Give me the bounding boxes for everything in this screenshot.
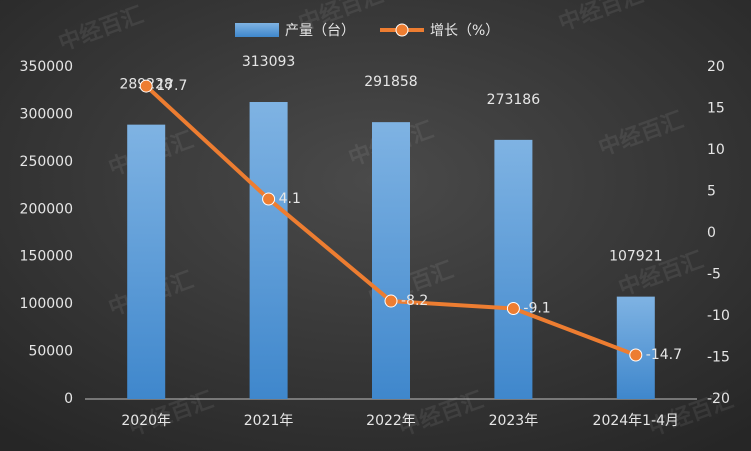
x-tick-label: 2020年 <box>121 413 171 429</box>
bar <box>372 122 410 399</box>
x-tick-label: 2022年 <box>366 413 416 429</box>
x-tick-label: 2024年1-4月 <box>593 413 680 429</box>
line-value-label: 4.1 <box>279 191 301 207</box>
y2-tick-label: 10 <box>707 142 725 158</box>
x-tick-label: 2021年 <box>244 413 294 429</box>
bar-value-label: 273186 <box>487 92 541 108</box>
y2-tick-label: -5 <box>707 267 721 283</box>
y2-tick-label: -20 <box>707 391 730 407</box>
legend-label: 产量（台） <box>285 23 355 39</box>
bar-value-label: 107921 <box>609 249 662 265</box>
bar <box>127 124 166 400</box>
y-tick-label: 250000 <box>20 154 73 170</box>
legend-swatch <box>395 23 409 37</box>
y2-tick-label: 20 <box>707 59 725 75</box>
line-marker <box>384 294 398 308</box>
bar-value-label: 313093 <box>242 54 295 70</box>
y-tick-label: 350000 <box>20 59 73 75</box>
y2-tick-label: 5 <box>707 184 716 200</box>
line-marker <box>506 302 520 316</box>
line-value-label: -9.1 <box>523 301 550 317</box>
y2-tick-label: -10 <box>707 308 730 324</box>
legend-label: 增长（%） <box>430 23 499 39</box>
bar <box>249 102 288 400</box>
y2-tick-label: -15 <box>707 350 730 366</box>
line-value-label: 17.7 <box>156 78 187 94</box>
y-tick-label: 200000 <box>20 201 73 217</box>
y-tick-label: 300000 <box>20 106 73 122</box>
y-tick-label: 0 <box>64 391 73 407</box>
x-tick-label: 2023年 <box>489 413 539 429</box>
y2-tick-label: 15 <box>707 101 725 117</box>
y2-tick-label: 0 <box>707 225 716 241</box>
line-value-label: -14.7 <box>646 347 682 363</box>
y-tick-label: 50000 <box>28 344 73 360</box>
y-tick-label: 150000 <box>20 249 73 265</box>
line-value-label: -8.2 <box>401 293 428 309</box>
bar <box>616 296 655 399</box>
bar <box>494 139 533 399</box>
line-marker <box>139 79 153 93</box>
line-marker <box>262 192 276 206</box>
bar-value-label: 291858 <box>364 74 417 90</box>
line-marker <box>629 348 643 362</box>
y-tick-label: 100000 <box>20 296 73 312</box>
legend-swatch <box>235 23 279 37</box>
